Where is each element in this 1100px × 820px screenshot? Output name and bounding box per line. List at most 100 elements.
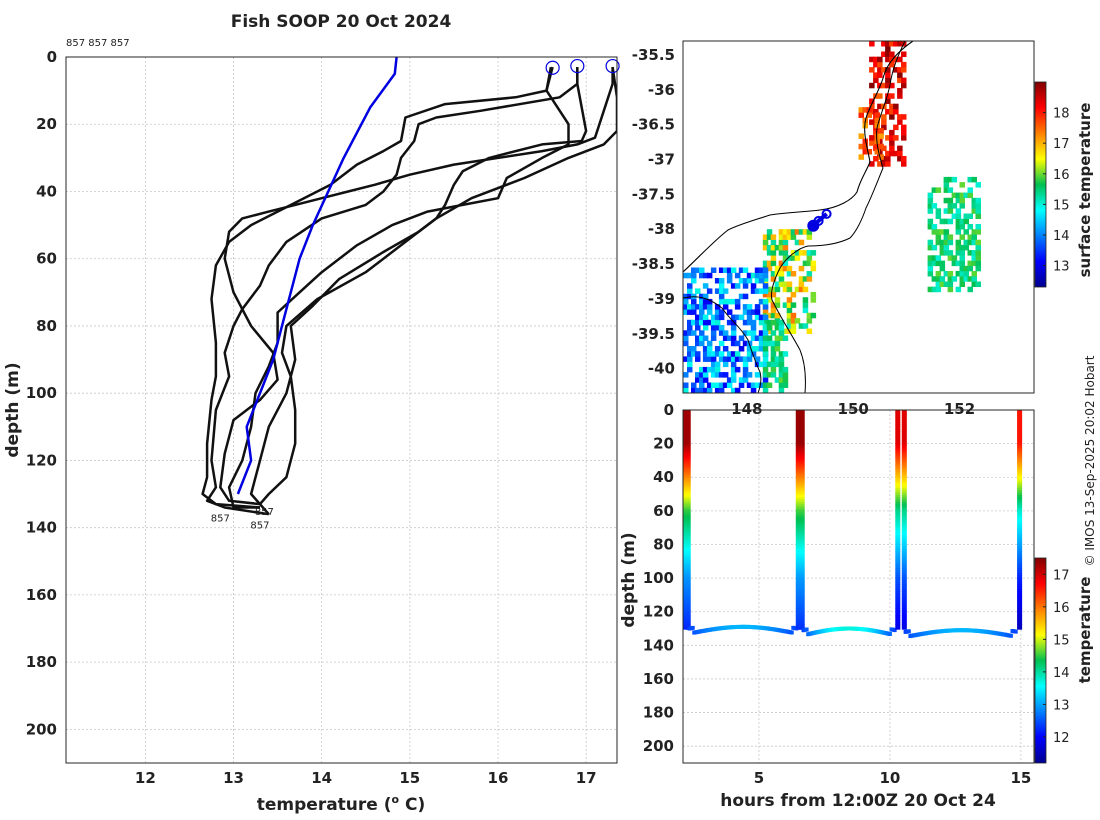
sst-pixel-bass-strait-cool (702, 346, 709, 352)
sst-pixel-east-coast-warm (885, 109, 891, 115)
sst-colorbar-tick-label: 18 (1053, 107, 1070, 122)
sst-pixel-bass-strait-warm (802, 250, 809, 256)
section-point-dive-1-ascent (797, 516, 803, 520)
section-point-dive-2-ascent (895, 619, 901, 623)
section-point-dive-3-ascent (1017, 617, 1023, 621)
profile-title: Fish SOOP 20 Oct 2024 (231, 12, 452, 32)
section-point-dive-2-ascent (901, 447, 907, 451)
sst-pixel-east-coast-mid (858, 107, 864, 113)
section-point-dive-1-ascent (799, 596, 805, 600)
section-point-dive-1-descent (685, 527, 691, 531)
section-point-dive-1-ascent (797, 502, 803, 505)
section-point-dive-3-ascent (1017, 462, 1023, 465)
sst-pixel-tasmania-east (782, 351, 789, 357)
section-point-dive-1-descent (683, 570, 689, 574)
sst-pixel-offshore-patches (943, 229, 950, 235)
section-point-dive-2-ascent (901, 459, 907, 463)
sst-pixel-offshore-patches (963, 213, 969, 219)
section-point-dive-2-ascent (901, 612, 907, 616)
sst-pixel-tasmania-east (762, 340, 769, 347)
sst-pixel-bass-strait-cool (683, 330, 689, 336)
section-point-dive-2-ascent (901, 542, 907, 545)
sst-pixel-bass-strait-cool (714, 372, 721, 378)
section-point-dive-1-descent (683, 454, 689, 458)
sst-pixel-bass-strait-warm (786, 302, 793, 308)
sst-pixel-bass-strait-cool (695, 351, 701, 357)
sst-pixel-bass-strait-cool (758, 314, 765, 321)
sst-pixel-bass-strait-cool (710, 361, 717, 368)
sst-pixel-offshore-patches (927, 218, 934, 225)
sst-pixel-bass-strait-cool (754, 356, 761, 362)
sst-pixel-offshore-patches (971, 176, 977, 183)
sst-pixel-bass-strait-cool (718, 298, 725, 305)
section-point-dive-1-descent (683, 497, 689, 501)
section-point-dive-3-ascent (1017, 464, 1023, 468)
section-point-dive-1-ascent (799, 605, 805, 609)
section-point-dive-2-ascent (895, 537, 901, 541)
section-point-dive-2-ascent (901, 502, 907, 505)
sst-pixel-bass-strait-warm (806, 234, 813, 240)
sst-pixel-bass-strait-cool (758, 335, 765, 341)
sst-pixel-bass-strait-warm (766, 229, 773, 235)
sst-pixel-bass-strait-cool (683, 293, 689, 300)
section-point-dive-1-descent (683, 412, 689, 416)
section-point-dive-1-ascent (797, 452, 803, 456)
section-point-dive-3-ascent (1017, 412, 1023, 416)
sst-pixel-bass-strait-warm (798, 239, 805, 246)
sst-pixel-east-coast-warm (877, 67, 883, 73)
section-point-dive-1-ascent (799, 539, 805, 543)
sst-pixel-bass-strait-cool (750, 272, 757, 279)
section-point-dive-1-ascent (799, 506, 805, 510)
sst-pixel-offshore-patches (963, 239, 969, 246)
section-point-dive-3-ascent (1017, 424, 1023, 428)
sst-pixel-bass-strait-warm (790, 302, 797, 308)
sst-pixel-bass-strait-warm (762, 291, 769, 298)
sst-pixel-bass-strait-warm (786, 265, 793, 272)
sst-pixel-offshore-patches (971, 197, 977, 204)
sst-pixel-tasmania-east (774, 325, 781, 331)
sst-pixel-bass-strait-warm (786, 281, 793, 287)
sst-pixel-east-coast-mid (874, 133, 880, 139)
section-point-dive-2-ascent (901, 560, 907, 564)
section-point-dive-1-descent (685, 509, 691, 512)
map-ytick-label: -36 (648, 81, 675, 99)
sst-pixel-east-coast-warm (901, 124, 907, 131)
section-point-dive-1-descent (685, 577, 691, 581)
section-point-dive-1-descent (683, 542, 689, 545)
sst-pixel-offshore-patches (951, 213, 958, 219)
sst-pixel-bass-strait-cool (718, 283, 725, 289)
sst-pixel-offshore-patches (959, 203, 965, 209)
sst-pixel-bass-strait-cool (683, 272, 689, 279)
sst-pixel-bass-strait-cool (699, 272, 705, 279)
sst-pixel-bass-strait-cool (718, 278, 725, 284)
sst-pixel-offshore-patches (947, 271, 954, 277)
section-point-dive-1-ascent (797, 624, 803, 628)
section-point-dive-2-ascent (901, 433, 907, 437)
section-ytick-label: 60 (653, 502, 674, 520)
sst-pixel-tasmania-east (762, 346, 769, 352)
surface-marker (545, 60, 560, 75)
section-point-dive-1-ascent (799, 549, 805, 552)
section-point-dive-2-ascent (901, 520, 907, 524)
map-ytick-label: -35.5 (632, 46, 675, 64)
sst-pixel-bass-strait-cool (710, 351, 717, 357)
sst-pixel-offshore-patches (967, 234, 973, 240)
section-point-dive-3-ascent (1017, 518, 1023, 522)
sst-pixel-bass-strait-cool (730, 366, 737, 373)
section-point-dive-2-ascent (895, 582, 901, 585)
sst-pixel-tasmania-east (766, 335, 773, 341)
sst-pixel-bass-strait-warm (778, 244, 785, 251)
sst-pixel-bass-strait-warm (782, 255, 789, 261)
section-point-dive-3-ascent (1017, 582, 1023, 585)
section-point-dive-2-ascent (895, 586, 901, 590)
section-point-dive-1-descent (683, 490, 689, 494)
sst-pixel-offshore-patches (939, 239, 946, 246)
sst-pixel-offshore-patches (939, 250, 946, 256)
sst-pixel-offshore-patches (967, 192, 973, 199)
temperature-colorbar-tick-label: 17 (1053, 568, 1070, 583)
section-point-dive-3-ascent (1017, 544, 1023, 548)
profile-series-cast-1-down (201, 66, 553, 509)
sst-pixel-bass-strait-cool (730, 335, 737, 341)
sst-pixel-offshore-patches (935, 187, 942, 193)
sst-pixel-bass-strait-warm (782, 229, 789, 235)
